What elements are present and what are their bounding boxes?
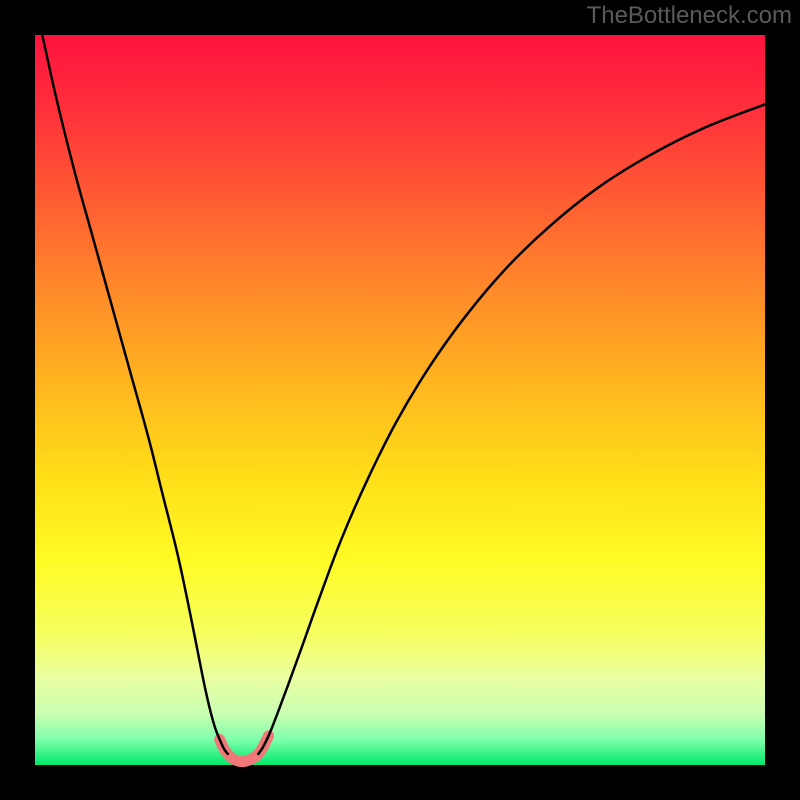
curve-left <box>42 35 228 755</box>
plot-area <box>35 35 765 765</box>
canvas: TheBottleneck.com <box>0 0 800 800</box>
curves-layer <box>35 35 765 765</box>
watermark-text: TheBottleneck.com <box>587 2 792 30</box>
curve-right <box>258 104 765 754</box>
